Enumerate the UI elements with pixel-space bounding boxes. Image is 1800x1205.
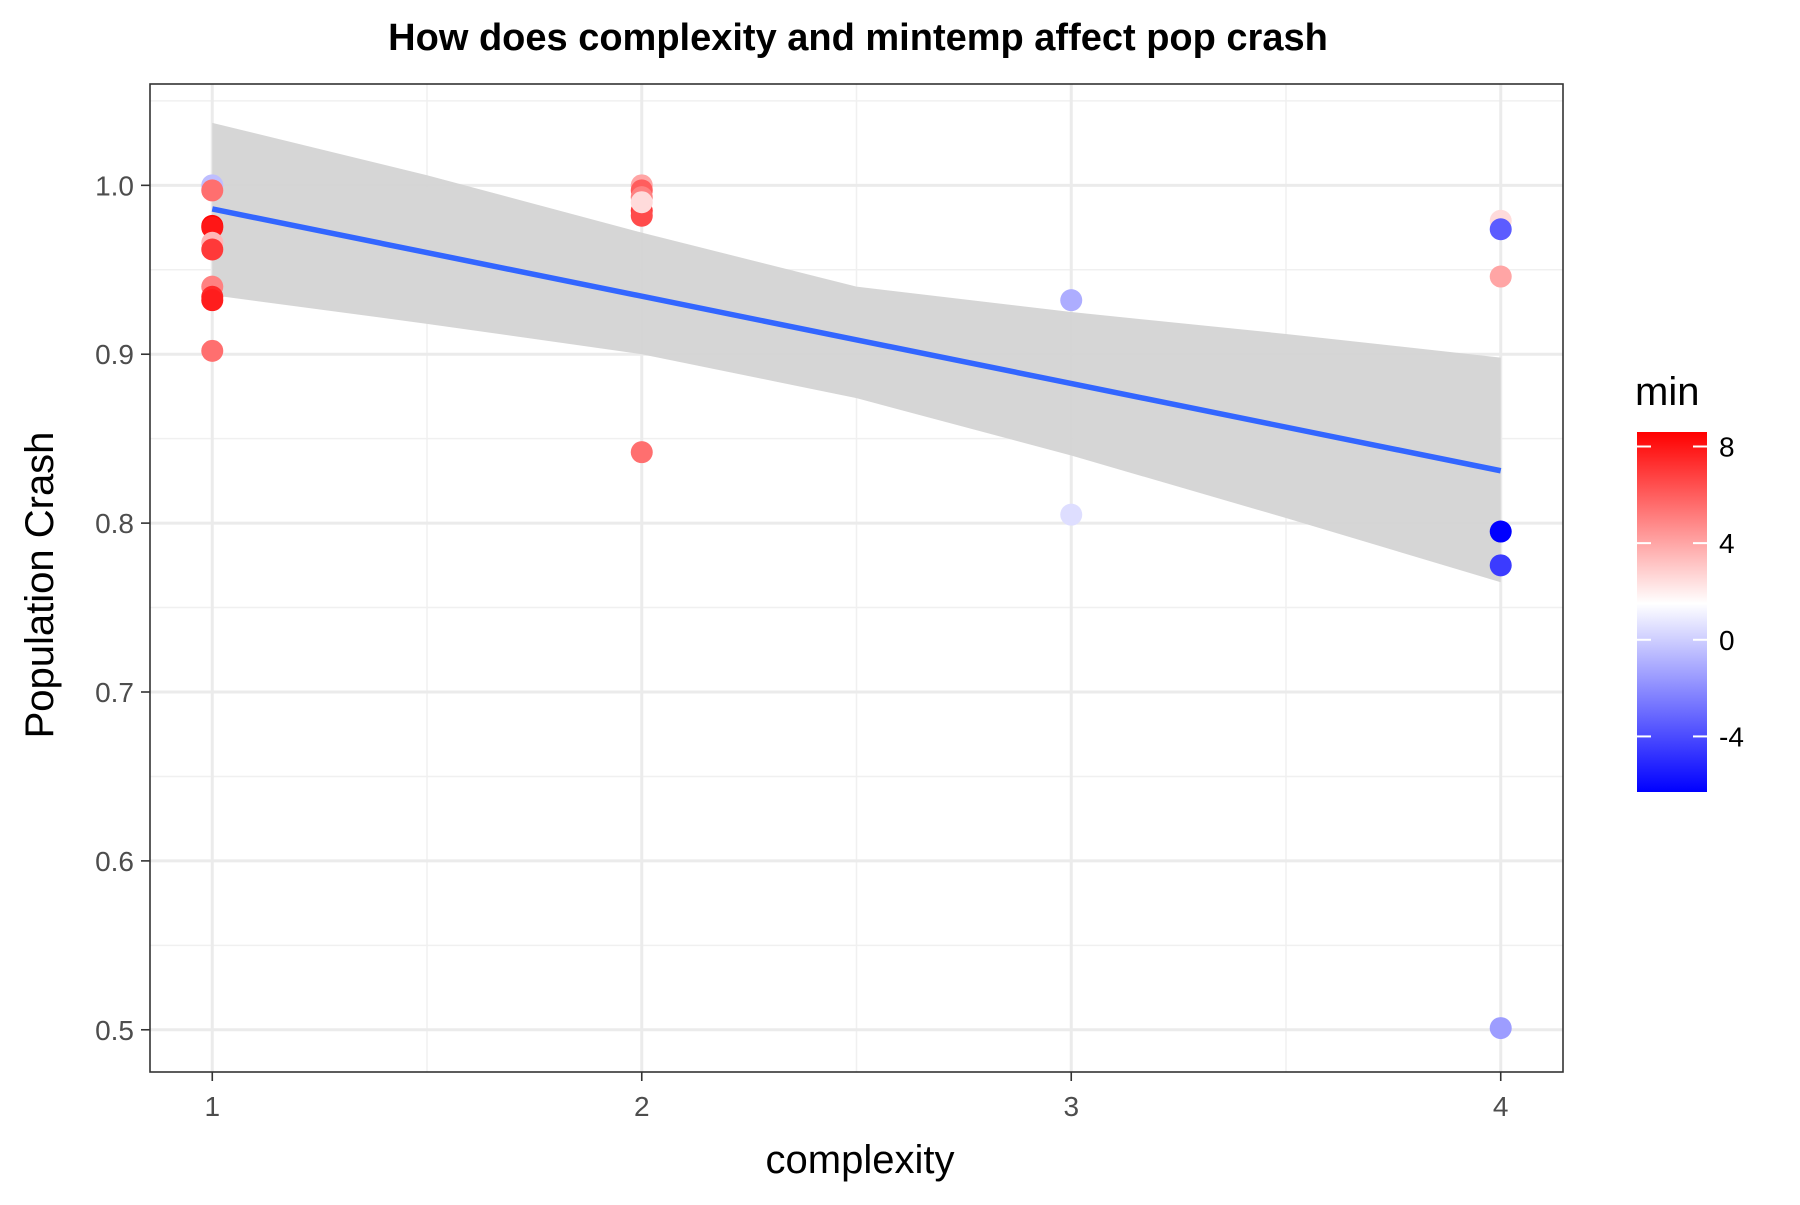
- regression-line: [211, 206, 1502, 474]
- data-point: [1060, 289, 1083, 312]
- x-axis-title: complexity: [766, 1138, 955, 1182]
- major-gridlines: [150, 84, 1563, 1072]
- x-tick-label: 2: [634, 1091, 650, 1122]
- y-tick-label: 0.6: [95, 846, 134, 877]
- y-tick-label: 0.9: [95, 339, 134, 370]
- x-tick-label: 4: [1493, 1091, 1509, 1122]
- x-tick-label: 3: [1063, 1091, 1079, 1122]
- y-tick-label: 0.8: [95, 508, 134, 539]
- confidence-band: [212, 122, 1501, 583]
- colorbar-tick-label: 8: [1719, 431, 1735, 462]
- y-tick-label: 0.5: [95, 1015, 134, 1046]
- data-point: [1489, 554, 1512, 577]
- data-point: [1489, 218, 1512, 241]
- data-point: [1060, 503, 1083, 526]
- data-point: [201, 238, 224, 261]
- plot-panel-border: [149, 83, 1564, 1073]
- data-point: [201, 339, 224, 362]
- legend-title: min: [1635, 370, 1699, 414]
- color-legend: min -4 0 4 8: [1635, 370, 1744, 792]
- data-point: [201, 289, 224, 312]
- y-axis-ticks: 0.5 0.6 0.7 0.8 0.9 1.0: [95, 170, 150, 1046]
- data-point: [1489, 1017, 1512, 1040]
- x-axis-ticks: 1 2 3 4: [204, 1072, 1509, 1122]
- y-axis-title: Population Crash: [18, 432, 62, 739]
- chart-title: How does complexity and mintemp affect p…: [388, 17, 1328, 59]
- data-point: [1489, 520, 1512, 543]
- data-point: [630, 441, 653, 464]
- y-tick-label: 0.7: [95, 677, 134, 708]
- colorbar-tick-label: 4: [1719, 528, 1735, 559]
- colorbar-ticks: -4 0 4 8: [1637, 431, 1744, 752]
- data-point: [1489, 265, 1512, 288]
- colorbar: [1637, 432, 1707, 792]
- data-points: [201, 174, 1512, 1040]
- y-tick-label: 1.0: [95, 170, 134, 201]
- x-tick-label: 1: [204, 1091, 220, 1122]
- colorbar-tick-label: 0: [1719, 625, 1735, 656]
- data-point: [630, 191, 653, 214]
- data-point: [201, 216, 224, 239]
- data-point: [201, 179, 224, 202]
- colorbar-tick-label: -4: [1719, 721, 1744, 752]
